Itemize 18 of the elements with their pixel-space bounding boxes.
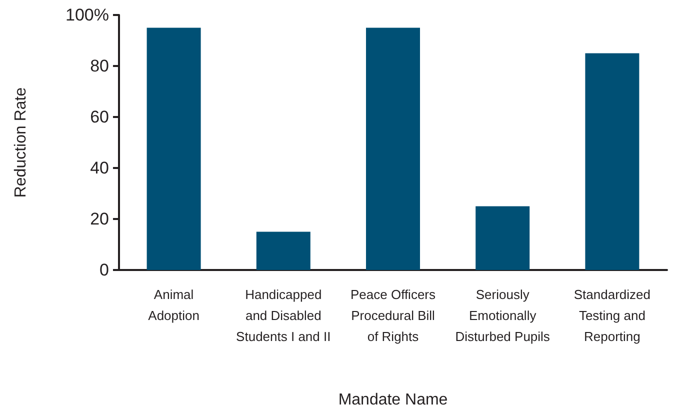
x-tick-label: Peace Officers Procedural Bill of Rights — [350, 287, 436, 344]
y-tick-label: 100% — [66, 6, 109, 24]
bar — [256, 232, 310, 270]
x-tick-label: Handicapped and Disabled Students I and II — [236, 287, 331, 344]
y-tick-label: 0 — [100, 260, 109, 280]
x-tick-label: Seriously Emotionally Disturbed Pupils — [455, 287, 550, 344]
bar — [146, 28, 201, 270]
bar — [366, 28, 420, 270]
y-tick-label: 20 — [90, 210, 109, 228]
y-axis-title: Reduction Rate — [12, 87, 30, 198]
x-tick-label: Animal Adoption — [148, 287, 200, 323]
x-axis-title: Mandate Name — [338, 392, 448, 408]
y-tick-label: 80 — [90, 56, 109, 76]
y-tick-label: 40 — [90, 158, 109, 178]
bar — [476, 206, 530, 270]
bar — [585, 53, 640, 270]
x-tick-label: Standardized Testing and Reporting — [574, 287, 651, 344]
y-tick-label: 60 — [90, 108, 109, 126]
